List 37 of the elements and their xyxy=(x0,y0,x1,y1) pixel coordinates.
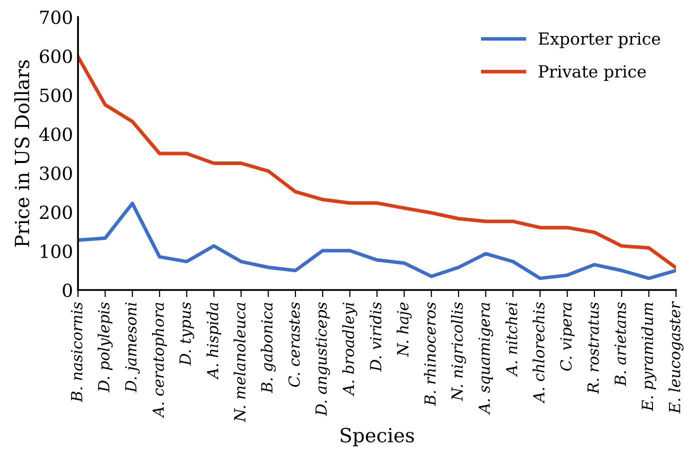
y-tick-label: 400 xyxy=(39,127,72,142)
y-tick-label: 600 xyxy=(40,49,72,64)
x-tick-label: D. jamesoni xyxy=(125,302,140,393)
x-tick-label: B. gabonica xyxy=(260,302,276,394)
x-tick-label: A. broadleyi xyxy=(342,302,358,396)
x-tick-label: D. angusticeps xyxy=(315,302,330,416)
x-tick-label: N. melanoleuca xyxy=(234,302,246,422)
x-tick-label: B. rhinoceros xyxy=(424,302,436,406)
y-tick-label: 300 xyxy=(40,166,72,180)
y-tick-label: 700 xyxy=(40,10,72,24)
legend-label: Private price xyxy=(538,65,646,81)
x-tick-label: E. pyramidum xyxy=(641,302,656,412)
y-tick-label: 200 xyxy=(40,205,72,220)
y-tick-label: 500 xyxy=(40,88,72,102)
y-tick-label: 100 xyxy=(40,244,72,258)
x-tick-label: B. nasicornis xyxy=(70,302,82,402)
x-axis-title: Species xyxy=(340,428,414,446)
line-series xyxy=(78,55,676,270)
x-tick-label: N. nigricollis xyxy=(451,302,466,402)
x-tick-label: A. squamigera xyxy=(478,302,494,415)
y-tick-label: 0 xyxy=(62,283,72,298)
x-tick-label: E. leucogaster xyxy=(668,301,684,414)
x-tick-label: A. hispida xyxy=(206,302,222,380)
x-tick-label: D. viridis xyxy=(370,302,382,372)
x-tick-label: A. chlorechis xyxy=(532,302,545,404)
x-tick-label: C. vipera xyxy=(560,302,575,371)
x-tick-label: D. polylepis xyxy=(98,302,113,392)
x-tick-label: N. haje xyxy=(396,302,412,357)
x-tick-label: D. typus xyxy=(180,302,194,366)
x-tick-label: A. ceratophora xyxy=(152,302,167,418)
x-tick-label: C. cerastes xyxy=(288,302,300,387)
line-series xyxy=(78,202,676,280)
x-tick-label: B. arietans xyxy=(614,302,626,386)
x-tick-label: R. rostratus xyxy=(588,302,599,394)
y-axis-title: Price in US Dollars xyxy=(14,60,30,247)
legend-label: Exporter price xyxy=(538,32,660,48)
x-tick-label: A. nitchei xyxy=(506,302,518,377)
